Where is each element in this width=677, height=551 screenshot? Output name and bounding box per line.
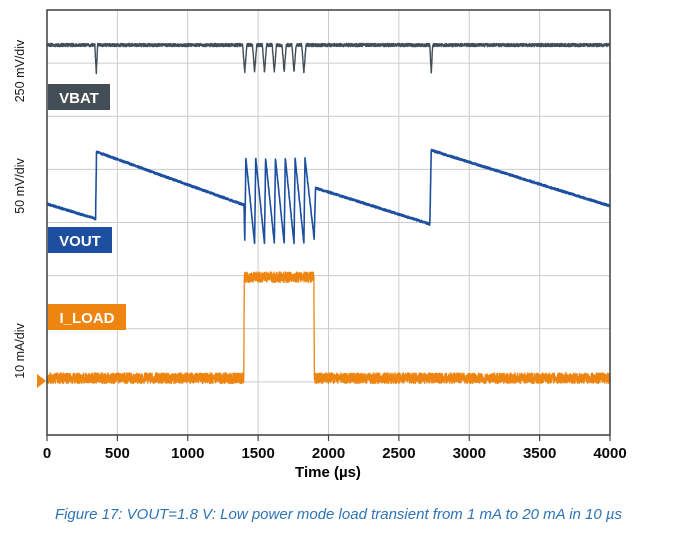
- trace-vbat: [46, 42, 611, 75]
- vbat-label-text: VBAT: [59, 90, 99, 107]
- x-tick-label: 2000: [312, 445, 345, 462]
- iload-label-text: I_LOAD: [59, 310, 114, 327]
- trace-i_load: [46, 271, 611, 385]
- grid: [47, 10, 610, 435]
- iload-scale-label: 10 mA/div: [13, 322, 27, 378]
- iload-channel-label: I_LOAD: [48, 304, 126, 330]
- trace-vout: [46, 148, 611, 245]
- iload-ground-marker-icon: [37, 374, 46, 388]
- vout-channel-label: VOUT: [48, 227, 112, 253]
- vbat-channel-label: VBAT: [48, 84, 110, 110]
- x-tick-label: 0: [43, 445, 51, 462]
- x-tick-label: 3000: [453, 445, 486, 462]
- figure-caption: Figure 17: VOUT=1.8 V: Low power mode lo…: [54, 506, 623, 523]
- x-tick-label: 500: [105, 445, 130, 462]
- traces: [46, 42, 611, 385]
- x-tick-label: 4000: [593, 445, 626, 462]
- x-axis-ticks: 0 500 1000 1500 2000 2500 3000 3500 4000: [43, 435, 627, 462]
- x-tick-label: 1000: [171, 445, 204, 462]
- vbat-label-box: [48, 84, 110, 110]
- x-tick-label: 2500: [382, 445, 415, 462]
- vout-label-box: [48, 227, 112, 253]
- iload-label-box: [48, 304, 126, 330]
- vout-label-text: VOUT: [59, 233, 101, 250]
- oscilloscope-chart: 0 500 1000 1500 2000 2500 3000 3500 4000 VBAT VO…: [13, 9, 627, 481]
- x-tick-label: 1500: [241, 445, 274, 462]
- x-tick-label: 3500: [523, 445, 556, 462]
- vbat-scale-label: 250 mV/div: [13, 39, 27, 102]
- x-axis-title: Time (µs): [295, 464, 361, 481]
- vout-scale-label: 50 mV/div: [13, 157, 27, 213]
